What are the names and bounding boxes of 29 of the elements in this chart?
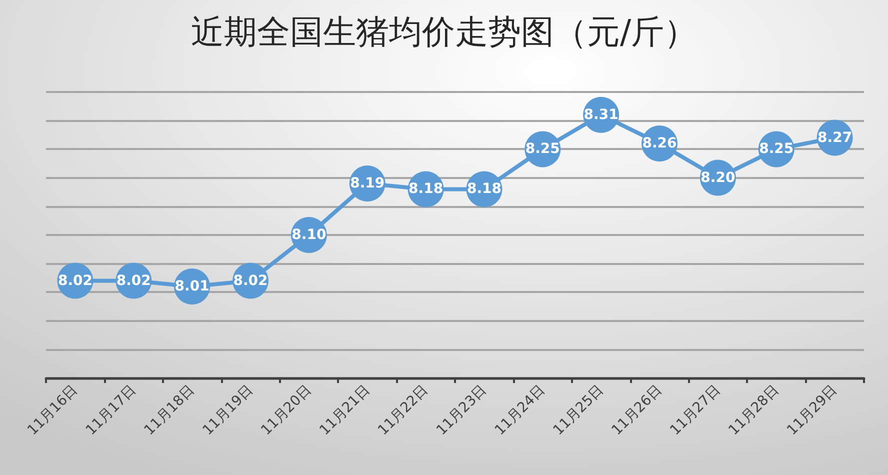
x-tick-label: 11月29日: [784, 382, 840, 439]
chart-title: 近期全国生猪均价走势图（元/斤）: [190, 12, 698, 51]
data-label: 8.02: [58, 272, 92, 289]
data-label: 8.20: [700, 170, 736, 186]
x-tick-label: 11月28日: [726, 382, 782, 439]
data-label: 8.19: [350, 176, 385, 192]
x-tick-label: 11月19日: [200, 382, 256, 439]
x-tick-label: 11月21日: [316, 382, 374, 439]
data-label: 8.02: [233, 272, 268, 289]
x-tick-label: 11月25日: [550, 382, 607, 439]
data-label: 8.25: [525, 141, 560, 158]
data-label: 8.01: [174, 278, 210, 294]
data-label: 8.27: [818, 130, 852, 146]
data-label: 8.02: [116, 272, 151, 289]
x-tick-label: 11月22日: [375, 382, 432, 439]
x-tick-label: 11月17日: [83, 382, 140, 439]
data-label: 8.18: [466, 181, 502, 198]
x-tick-label: 11月18日: [141, 382, 198, 439]
x-tick-label: 11月27日: [667, 382, 724, 439]
x-tick-label: 11月24日: [492, 382, 548, 439]
data-label: 8.31: [584, 106, 618, 123]
x-tick-label: 11月16日: [24, 382, 81, 439]
data-label: 8.10: [292, 227, 326, 243]
data-label: 8.26: [642, 135, 677, 152]
data-label: 8.18: [408, 181, 444, 198]
x-tick-label: 11月20日: [258, 382, 315, 439]
x-tick-label: 11月23日: [434, 382, 490, 439]
x-tick-label: 11月26日: [608, 382, 666, 439]
data-label: 8.25: [759, 141, 794, 158]
